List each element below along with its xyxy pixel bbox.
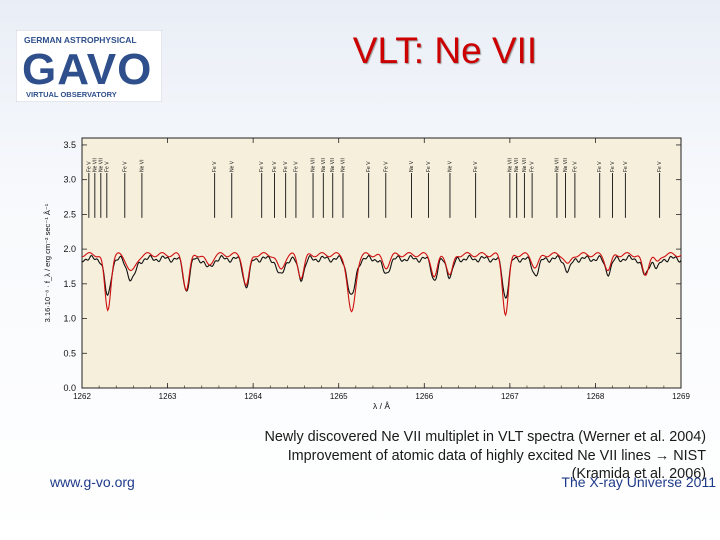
x-tick-label: 1266 — [415, 392, 433, 401]
gavo-logo-graphic: GERMAN ASTROPHYSICAL GAVO VIRTUAL OBSERV… — [15, 29, 163, 103]
line-id-label: Fe V — [212, 161, 218, 172]
y-tick-label: 2.0 — [63, 244, 76, 254]
line-id-label: Fe V — [366, 161, 372, 172]
line-id-label: Fe V — [623, 161, 629, 172]
line-id-label: Ne VII — [522, 158, 528, 172]
logo-main: GAVO — [22, 45, 152, 94]
line-id-label: Fe V — [657, 161, 663, 172]
caption-line-1: Newly discovered Ne VII multiplet in VLT… — [264, 429, 707, 445]
y-tick-label: 2.5 — [63, 209, 76, 219]
y-axis-label: 3.16·10⁻⁸ · f_λ / erg cm⁻² sec⁻¹ Å⁻¹ — [43, 203, 52, 322]
y-tick-label: 1.5 — [63, 279, 76, 289]
y-tick-label: 3.0 — [63, 175, 76, 185]
line-id-label: Fe V — [272, 161, 278, 172]
line-id-label: Fe V — [530, 161, 536, 172]
caption-line-2: Improvement of atomic data of highly exc… — [287, 447, 706, 464]
spectrum-series-model — [81, 252, 682, 317]
caption-line-3: (Kramida et al. 2006) — [571, 466, 706, 482]
line-id-label: Ne VII — [311, 158, 317, 172]
logo-line1: GERMAN ASTROPHYSICAL — [24, 35, 137, 45]
x-tick-label: 1264 — [244, 392, 262, 401]
line-id-label: Ne VII — [321, 158, 327, 172]
line-id-label: Fe V — [293, 161, 299, 172]
line-id-label: Fe V — [572, 161, 578, 172]
line-id-label: Ne VII — [330, 158, 336, 172]
line-id-label: Ne V — [447, 160, 453, 172]
line-id-label: Ne VII — [507, 158, 513, 172]
caption: Newly discovered Ne VII multiplet in VLT… — [186, 428, 707, 484]
line-id-label: Fe V — [426, 161, 432, 172]
x-tick-label: 1267 — [501, 392, 519, 401]
gavo-logo: GERMAN ASTROPHYSICAL GAVO VIRTUAL OBSERV… — [15, 29, 163, 103]
footer-url[interactable]: www.g-vo.org — [50, 474, 135, 490]
x-tick-label: 1268 — [587, 392, 605, 401]
line-id-label: Ne V — [229, 160, 235, 172]
line-id-label: Fe V — [473, 161, 479, 172]
spectrum-figure: 0.0 0.5 1.0 1.5 2.0 2.5 3.0 3.5 1262 1263 1264 1265… — [38, 130, 690, 411]
x-axis-label: λ / Å — [373, 401, 390, 410]
x-tick-label: 1262 — [73, 392, 91, 401]
x-tick-label: 1263 — [159, 392, 177, 401]
line-id-label: Fe V — [283, 161, 289, 172]
spectrum-chart: 0.0 0.5 1.0 1.5 2.0 2.5 3.0 3.5 1262 1263 1264 1265… — [43, 137, 690, 411]
line-id-label: Fe V — [383, 161, 389, 172]
x-tick-label: 1265 — [330, 392, 348, 401]
line-id-label: Ne VII — [98, 158, 104, 172]
slide-title: VLT: Ne VII — [352, 30, 538, 71]
line-id-label: Fe V — [259, 161, 265, 172]
line-id-label: Ne VII — [563, 158, 569, 172]
line-id-label: Fe V — [86, 161, 92, 172]
y-tick-label: 0.5 — [63, 348, 76, 358]
line-id-label: Ne V — [409, 160, 415, 172]
line-id-label: Fe V — [104, 161, 110, 172]
line-id-label: Fe V — [597, 161, 603, 172]
line-id-label: Fe V — [122, 161, 128, 172]
y-tick-label: 3.5 — [63, 140, 76, 150]
line-id-label: Ne VI — [139, 159, 145, 172]
x-tick-label: 1269 — [672, 392, 690, 401]
y-tick-label: 0.0 — [63, 383, 76, 393]
line-id-label: Ne VII — [340, 158, 346, 172]
line-id-label: Fe V — [610, 161, 616, 172]
footer-event: The X-ray Universe 2011 — [561, 474, 716, 490]
logo-line2: VIRTUAL OBSERVATORY — [26, 90, 117, 99]
line-id-label: Ne VII — [554, 158, 560, 172]
line-id-label: Ne VII — [92, 158, 98, 172]
line-id-label: Ne VII — [514, 158, 520, 172]
y-tick-label: 1.0 — [63, 314, 76, 324]
